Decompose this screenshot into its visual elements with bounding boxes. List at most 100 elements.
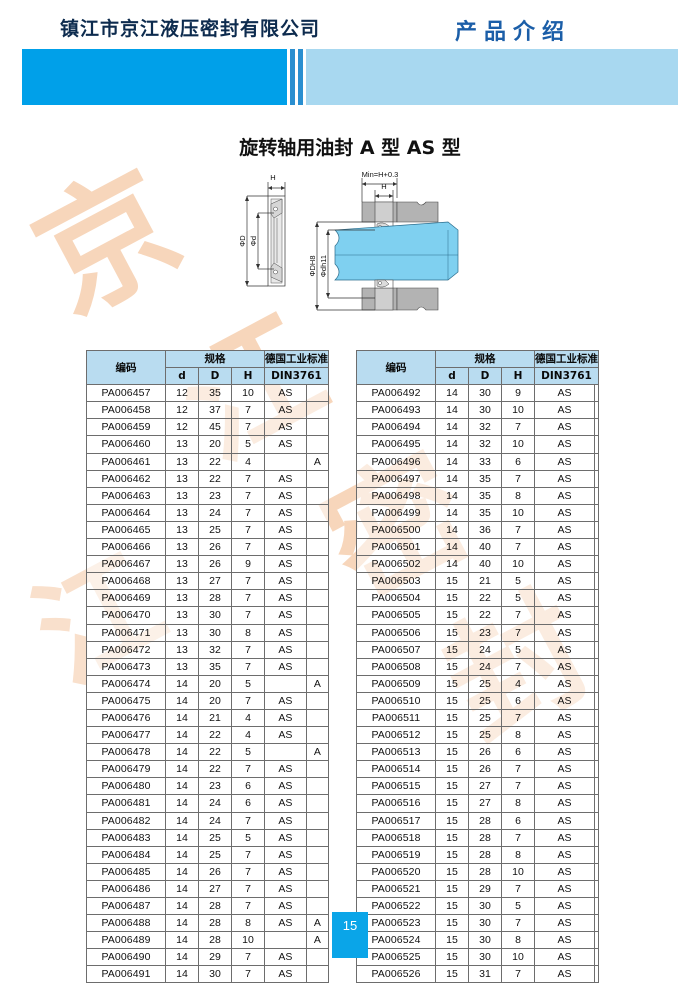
cell-value: 22 [198, 760, 232, 779]
cell-value [305, 572, 330, 591]
cell-value: 7 [231, 469, 265, 488]
cell-value: 15 [435, 931, 469, 950]
cell-value: 35 [468, 469, 502, 488]
cell-value [305, 948, 330, 967]
cell-value [305, 691, 330, 710]
cell-code: PA006520 [356, 862, 436, 881]
cell-value: 7 [501, 623, 535, 642]
cell-value: 14 [165, 931, 199, 950]
cell-value: 7 [501, 965, 535, 984]
cell-code: PA006490 [86, 948, 166, 967]
spec-table-right: 编码 规格 德国工业标准 d D H DIN3761 PA006492 14 30 9… [356, 349, 599, 984]
table-row: PA006482 14 24 7 AS [86, 811, 330, 830]
cell-value: 8 [501, 845, 535, 864]
cell-value: 22 [468, 606, 502, 625]
cell-value: 27 [468, 794, 502, 813]
company-name: 镇江市京江液压密封有限公司 [60, 18, 321, 40]
cell-value: 15 [435, 691, 469, 710]
cell-value: 13 [165, 589, 199, 608]
cell-value: 15 [435, 896, 469, 916]
cell-value [594, 401, 599, 420]
cell-value [594, 572, 599, 591]
cell-value: 7 [231, 538, 265, 557]
cell-value: 7 [231, 418, 265, 437]
cell-value: 30 [468, 896, 502, 916]
cell-value: 7 [231, 965, 265, 984]
cell-value: 25 [468, 708, 502, 728]
cell-value: AS [534, 538, 595, 557]
cell-value: AS [264, 708, 307, 728]
cell-value [594, 589, 599, 608]
cell-value: 14 [435, 401, 469, 420]
cell-value [264, 743, 307, 762]
table-row: PA006487 14 28 7 AS [86, 896, 330, 916]
cell-value: AS [264, 572, 307, 591]
cell-value: 7 [231, 896, 265, 916]
cell-value: 26 [198, 538, 232, 557]
cell-value: 14 [165, 914, 199, 933]
cell-value [594, 965, 599, 984]
table-row: PA006492 14 30 9 AS [356, 384, 599, 403]
th-standard: 德国工业标准 [534, 349, 599, 369]
table-row: PA006485 14 26 7 AS [86, 862, 330, 881]
table-row: PA006480 14 23 6 AS [86, 777, 330, 796]
cell-value: 22 [198, 452, 232, 471]
cell-code: PA006485 [86, 862, 166, 881]
cell-value: 14 [165, 879, 199, 899]
cell-value: 7 [501, 418, 535, 437]
cell-value: AS [534, 555, 595, 574]
cell-value: 15 [435, 914, 469, 933]
page-title: 旋转轴用油封 A 型 AS 型 [239, 137, 461, 159]
cell-value: 8 [231, 623, 265, 642]
cell-value [305, 623, 330, 642]
cell-value [305, 486, 330, 505]
cell-value [305, 520, 330, 540]
cell-value: A [305, 743, 330, 762]
cell-code: PA006503 [356, 572, 436, 591]
th-code: 编码 [86, 349, 166, 386]
cell-value: 27 [468, 777, 502, 796]
table-row: PA006524 15 30 8 AS [356, 931, 599, 950]
cell-code: PA006467 [86, 555, 166, 574]
cell-code: PA006492 [356, 384, 436, 403]
cell-value [305, 760, 330, 779]
cell-value: 10 [231, 931, 265, 950]
cell-value: 24 [198, 503, 232, 522]
banner-right-block [306, 49, 678, 105]
cell-value: 20 [198, 674, 232, 693]
cell-value [305, 794, 330, 813]
cell-value: 30 [468, 931, 502, 950]
table-row: PA006490 14 29 7 AS [86, 948, 330, 967]
cell-value [305, 640, 330, 659]
cell-value: 31 [468, 965, 502, 984]
cell-code: PA006526 [356, 965, 436, 984]
cell-value: 15 [435, 640, 469, 659]
cell-value: AS [264, 401, 307, 420]
cell-value [305, 418, 330, 437]
cell-value: 14 [165, 743, 199, 762]
cell-value: 13 [165, 486, 199, 505]
cell-value: 7 [231, 486, 265, 505]
cell-value: 22 [198, 743, 232, 762]
th-dd: D [468, 367, 502, 386]
cell-code: PA006512 [356, 726, 436, 745]
cell-value: 12 [165, 384, 199, 403]
cell-value [305, 503, 330, 522]
cell-value: AS [264, 623, 307, 642]
cell-value: 21 [468, 572, 502, 591]
cell-value: 7 [501, 657, 535, 676]
table-header-row-2: d D H DIN3761 [357, 367, 599, 386]
cell-value [594, 708, 599, 728]
th-d: d [435, 367, 469, 386]
cell-value: 35 [198, 657, 232, 676]
cell-value: 4 [501, 674, 535, 693]
cell-value: AS [264, 794, 307, 813]
cell-code: PA006463 [86, 486, 166, 505]
cell-value: 35 [468, 503, 502, 522]
cell-value [305, 657, 330, 676]
cell-value [594, 452, 599, 471]
cell-value: AS [264, 828, 307, 847]
cell-value: AS [534, 452, 595, 471]
cell-value: 6 [501, 691, 535, 710]
drawing-label-big-d: ΦD [238, 235, 247, 247]
